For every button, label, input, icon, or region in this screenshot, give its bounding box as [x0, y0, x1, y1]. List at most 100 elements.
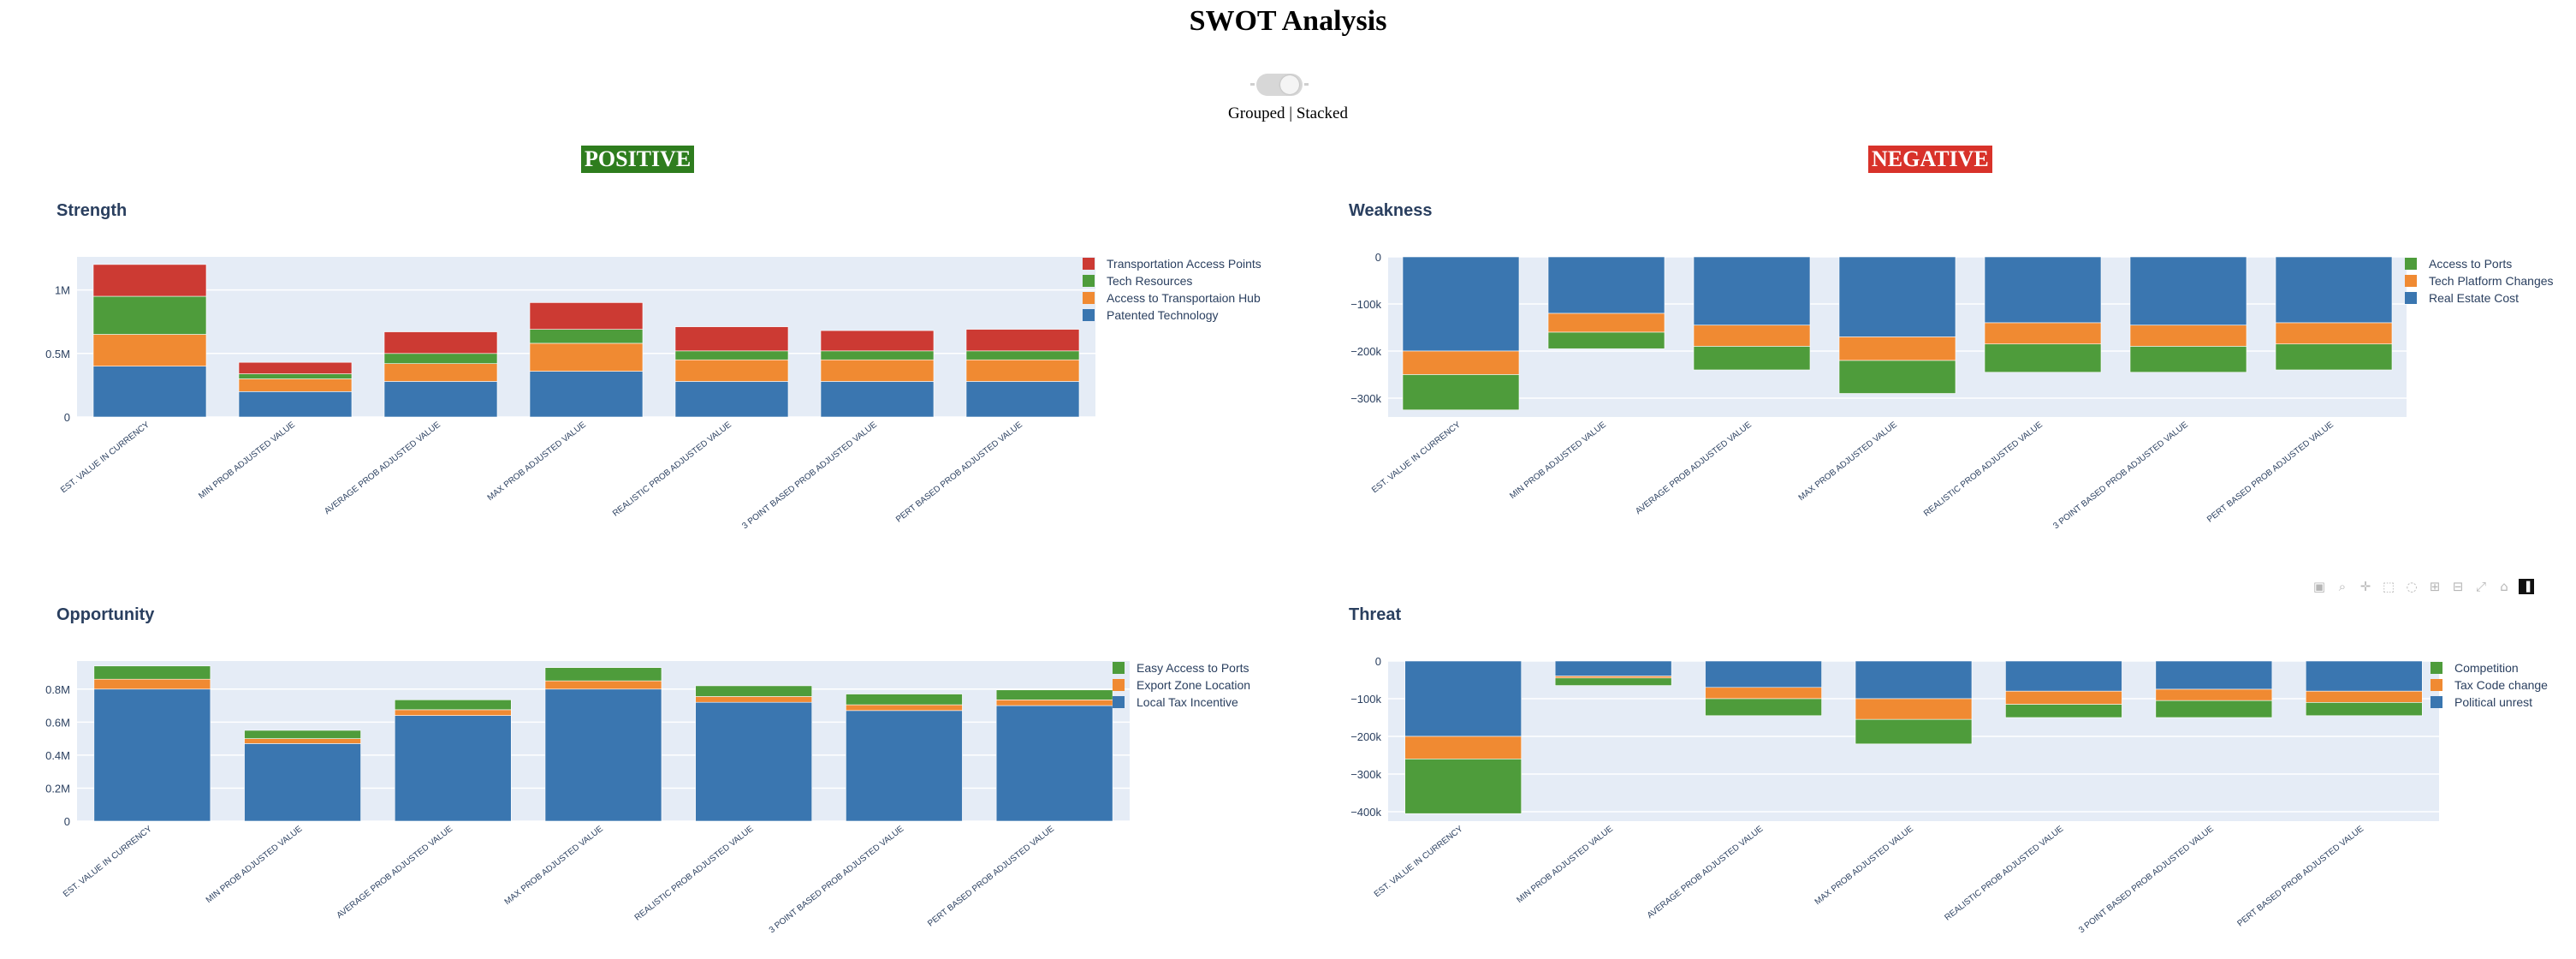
zoom-out-icon[interactable]: ⊟ — [2452, 579, 2464, 594]
weakness-xtick-label: REALISTIC PROB ADJUSTED VALUE — [1922, 420, 2045, 518]
weakness-bar — [1402, 256, 1520, 352]
opportunity-bar — [93, 665, 211, 680]
zoom-icon[interactable]: ⌕ — [2338, 579, 2347, 594]
weakness-bar — [1984, 322, 2102, 345]
strength-bar — [383, 363, 498, 382]
threat-bar — [1554, 660, 1672, 676]
strength-bar — [674, 326, 789, 352]
strength-legend-label: Patented Technology — [1107, 308, 1219, 322]
threat-bar — [2155, 660, 2273, 690]
threat-xtick-label: 3 POINT BASED PROB ADJUSTED VALUE — [2077, 824, 2216, 935]
strength-legend-label: Access to Transportaion Hub — [1107, 291, 1261, 305]
threat-title: Threat — [1349, 605, 1401, 624]
threat-bar — [2155, 688, 2273, 701]
plotly-logo-icon[interactable]: ▐ — [2519, 579, 2534, 594]
strength-bar — [674, 359, 789, 382]
weakness-bar — [1402, 374, 1520, 411]
opportunity-bar — [846, 710, 963, 822]
threat-ytick-label: −300k — [1350, 768, 1381, 781]
opportunity-xtick-label: REALISTIC PROB ADJUSTED VALUE — [633, 824, 756, 922]
weakness-xtick-label: MIN PROB ADJUSTED VALUE — [1508, 420, 1608, 501]
threat-legend-label: Political unrest — [2454, 695, 2532, 709]
strength-legend-label: Transportation Access Points — [1107, 257, 1261, 271]
threat-xtick-label: AVERAGE PROB ADJUSTED VALUE — [1646, 825, 1766, 921]
opportunity-bar — [93, 688, 211, 822]
strength-bar — [238, 373, 353, 379]
box-select-icon[interactable]: ⬚ — [2382, 579, 2395, 594]
weakness-bar — [1838, 256, 1956, 337]
weakness-legend-swatch — [2405, 292, 2417, 304]
threat-legend-label: Tax Code change — [2454, 678, 2548, 692]
strength-bar — [238, 361, 353, 374]
threat-legend-swatch — [2431, 662, 2442, 674]
lasso-icon[interactable]: ◌ — [2406, 579, 2418, 594]
weakness-legend-label: Real Estate Cost — [2429, 291, 2519, 305]
autoscale-icon[interactable]: ⤢ — [2475, 579, 2486, 594]
threat-bar — [1705, 687, 1822, 700]
weakness-bar — [2275, 256, 2393, 324]
toggle-left-tick — [1250, 83, 1255, 86]
opportunity-legend-swatch — [1113, 662, 1125, 674]
modebar: ▣ ⌕ ✛ ⬚ ◌ ⊞ ⊟ ⤢ ⌂ ▐ — [2311, 577, 2534, 596]
strength-bar — [92, 366, 207, 418]
opportunity-bar — [244, 730, 361, 739]
opportunity-xtick-label: EST. VALUE IN CURRENCY — [62, 825, 154, 900]
strength-legend-swatch — [1083, 292, 1095, 304]
weakness-bar — [1547, 313, 1665, 333]
threat-bar — [1855, 718, 1973, 745]
threat-ytick-label: −100k — [1350, 693, 1381, 706]
camera-icon[interactable]: ▣ — [2312, 579, 2326, 594]
opportunity-bar — [995, 705, 1113, 822]
weakness-bar — [2129, 256, 2247, 326]
weakness-legend-label: Access to Ports — [2429, 257, 2512, 271]
strength-bar — [92, 295, 207, 335]
strength-ytick-label: 0.5M — [45, 348, 70, 360]
threat-xtick-label: MIN PROB ADJUSTED VALUE — [1515, 824, 1615, 905]
weakness-ytick-label: −200k — [1350, 345, 1381, 358]
strength-bar — [238, 378, 353, 392]
weakness-bar — [2275, 322, 2393, 345]
strength-xtick-label: PERT BASED PROB ADJUSTED VALUE — [894, 420, 1024, 524]
opportunity-xtick-label: PERT BASED PROB ADJUSTED VALUE — [926, 824, 1056, 928]
strength-legend-swatch — [1083, 275, 1095, 287]
strength-ytick-label: 1M — [55, 284, 70, 297]
zoom-in-icon[interactable]: ⊞ — [2429, 579, 2441, 594]
strength-bar — [820, 330, 935, 352]
weakness-ytick-label: −100k — [1350, 298, 1381, 311]
weakness-legend-label: Tech Platform Changes — [2429, 274, 2554, 288]
opportunity-xtick-label: 3 POINT BASED PROB ADJUSTED VALUE — [768, 824, 906, 935]
weakness-bar — [1693, 346, 1811, 371]
weakness-bar — [1693, 325, 1811, 347]
opportunity-bar — [244, 743, 361, 822]
pan-icon[interactable]: ✛ — [2359, 579, 2371, 594]
weakness-bar — [1547, 256, 1665, 314]
strength-bar — [529, 342, 644, 372]
opportunity-legend-swatch — [1113, 696, 1125, 708]
strength-bar — [529, 371, 644, 418]
opportunity-bar — [695, 701, 813, 822]
threat-bar — [1554, 676, 1672, 679]
threat-xtick-label: REALISTIC PROB ADJUSTED VALUE — [1943, 824, 2065, 922]
threat-bar — [1404, 660, 1522, 737]
opportunity-legend-swatch — [1113, 679, 1125, 691]
weakness-bar — [2129, 346, 2247, 373]
opportunity-bar — [544, 688, 662, 822]
weakness-xtick-label: AVERAGE PROB ADJUSTED VALUE — [1634, 420, 1754, 517]
threat-bar — [2305, 702, 2423, 717]
toggle-knob[interactable] — [1280, 75, 1299, 94]
threat-bar — [2005, 660, 2122, 692]
weakness-xtick-label: MAX PROB ADJUSTED VALUE — [1797, 420, 1899, 503]
reset-axes-icon[interactable]: ⌂ — [2500, 579, 2508, 594]
threat-bar — [2305, 690, 2423, 703]
opportunity-legend-label: Easy Access to Ports — [1137, 661, 1249, 675]
threat-bar — [1705, 660, 1822, 688]
threat-ytick-label: 0 — [1375, 655, 1381, 668]
threat-bar — [1404, 736, 1522, 759]
weakness-ytick-label: 0 — [1375, 251, 1381, 264]
weakness-bar — [1984, 256, 2102, 324]
threat-legend-swatch — [2431, 679, 2442, 691]
opportunity-bar — [695, 696, 813, 703]
opportunity-ytick-label: 0.6M — [45, 716, 70, 729]
threat-ytick-label: −200k — [1350, 730, 1381, 743]
grouped-stacked-toggle[interactable] — [1250, 74, 1309, 96]
